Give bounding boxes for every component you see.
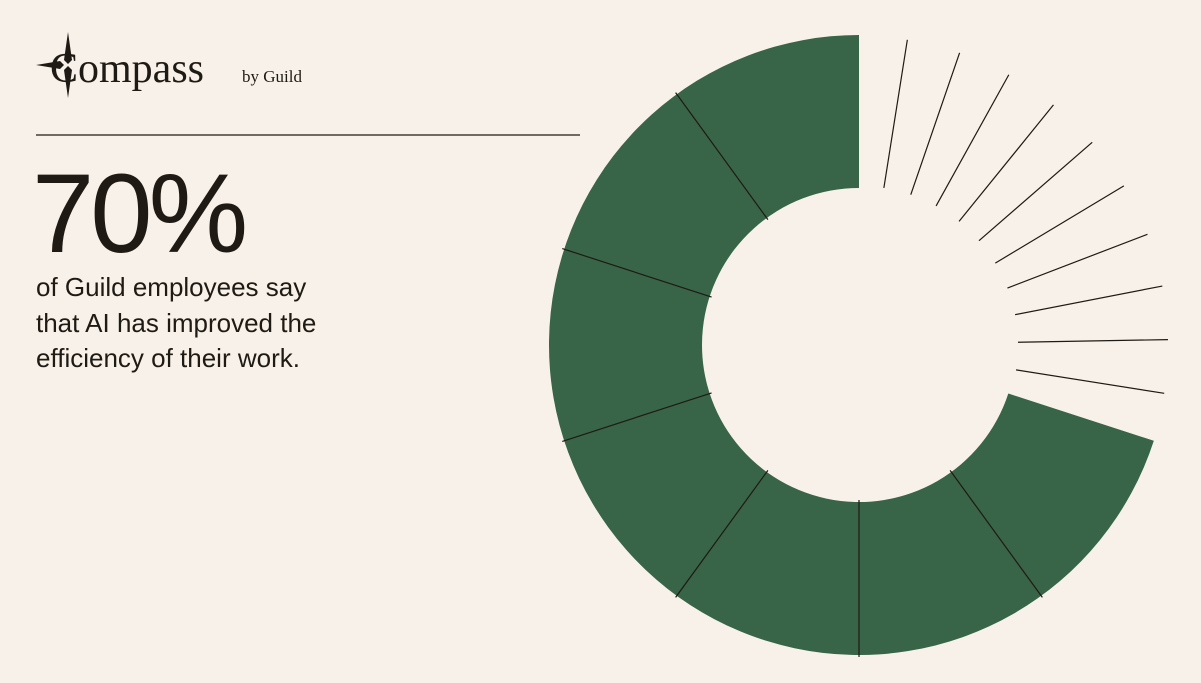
description-line: that AI has improved the [36,308,316,338]
headline-value: 70% [32,151,245,276]
remainder-ray [978,141,1093,242]
logo-name: Compass [50,46,204,92]
segment-divider [949,470,1043,598]
remainder-ray [935,74,1010,207]
logo: Compass by Guild [36,32,302,98]
segment-divider [562,392,712,442]
segment-divider [675,470,769,598]
remainder-ray [883,39,908,189]
description-line: of Guild employees say [36,272,306,302]
description-line: efficiency of their work. [36,343,300,373]
segment-divider [562,248,712,298]
segment-divider [675,92,769,220]
remainder-ray [1017,339,1168,343]
logo-by: by Guild [242,67,302,86]
remainder-ray [958,104,1054,222]
remainder-ray [910,52,961,195]
remainder-ray [1007,233,1148,289]
remainder-ray [1015,369,1165,394]
remainder-ray [994,185,1125,264]
remainder-ray [1014,285,1163,316]
logo-star [36,32,72,98]
donut-arc [549,35,1154,655]
donut [549,35,1168,657]
